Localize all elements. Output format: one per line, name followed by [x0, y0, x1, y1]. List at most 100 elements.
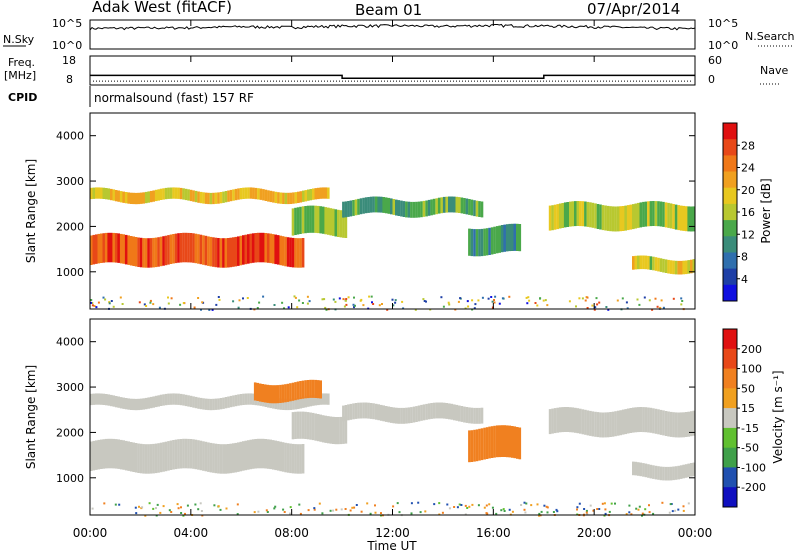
scatter-cell [261, 384, 264, 403]
scatter-cell [644, 255, 648, 270]
nave-tick-hi: 60 [708, 54, 722, 67]
noise-cell [103, 502, 106, 505]
scatter-cell [239, 188, 243, 200]
noise-cell [257, 510, 260, 513]
noise-cell [568, 300, 571, 303]
scatter-cell [102, 439, 106, 469]
scatter-cell [644, 201, 648, 227]
scatter-cell [127, 441, 130, 471]
noise-cell [540, 510, 543, 513]
scatter-cell [92, 234, 96, 265]
scatter-cell [412, 201, 416, 218]
scatter-cell [420, 404, 423, 421]
scatter-cell [117, 396, 120, 408]
noise-cell [281, 301, 284, 304]
noise-cell [112, 305, 115, 308]
scatter-cell [247, 234, 250, 264]
noise-cell [325, 308, 328, 311]
scatter-cell [480, 407, 484, 424]
colorbar-tick-label: 50 [741, 382, 755, 395]
noise-cell [477, 299, 480, 302]
colorbar-segment [723, 329, 737, 350]
noise-cell [661, 501, 664, 504]
noise-cell [353, 296, 355, 299]
scatter-cell [455, 196, 459, 213]
noise-cell [674, 509, 677, 512]
scatter-cell [134, 237, 138, 267]
scatter-cell [212, 443, 215, 473]
scatter-cell [287, 398, 290, 411]
noise-cell [345, 298, 348, 300]
scatter-cell [327, 393, 330, 405]
scatter-cell [450, 196, 454, 213]
scatter-cell [319, 380, 322, 399]
scatter-cell [455, 404, 459, 421]
scatter-cell [442, 196, 446, 213]
scatter-cell [342, 201, 345, 218]
scatter-cell [174, 233, 178, 264]
scatter-cell [204, 398, 208, 410]
noise-cell [481, 296, 484, 299]
noise-cell [471, 299, 474, 302]
scatter-cell [422, 200, 426, 217]
noise-cell [334, 300, 337, 303]
scatter-cell [518, 224, 522, 252]
scatter-cell [359, 402, 363, 419]
scatter-cell [425, 403, 428, 420]
scatter-cell [279, 398, 283, 410]
scatter-cell [294, 382, 297, 401]
scatter-cell [654, 257, 658, 271]
x-tick-label: 20:00 [577, 526, 612, 540]
scatter-cell [256, 438, 260, 469]
nsearch-tick-hi: 10^5 [708, 17, 738, 30]
noise-cell [501, 297, 504, 300]
scatter-cell [616, 206, 620, 232]
scatter-cell [594, 203, 597, 229]
scatter-cell [483, 228, 486, 256]
noise-cell [651, 308, 654, 311]
noise-cell [318, 502, 321, 505]
noise-cell [237, 306, 240, 309]
scatter-cell [294, 398, 298, 410]
y-tick-label: 3000 [56, 381, 84, 394]
scatter-cell [558, 407, 562, 433]
scatter-cell [576, 201, 580, 226]
scatter-cell [147, 191, 150, 203]
noise-cell [648, 504, 650, 507]
noise-cell [345, 303, 348, 306]
noise-cell [323, 298, 326, 301]
scatter-cell [299, 191, 303, 203]
scatter-cell [144, 238, 148, 268]
scatter-cell [690, 463, 693, 477]
noise-cell [502, 508, 505, 511]
scatter-cell [337, 417, 340, 445]
noise-cell [360, 298, 363, 301]
scatter-cell [364, 197, 368, 214]
scatter-cell [364, 402, 368, 419]
scatter-cell [511, 426, 514, 458]
noise-cell [208, 308, 211, 311]
scatter-cell [182, 232, 185, 263]
scatter-cell [684, 260, 688, 275]
scatter-cell [286, 237, 290, 267]
scatter-cell [626, 205, 630, 231]
scatter-cell [259, 232, 262, 263]
noise-cell [583, 508, 586, 510]
scatter-cell [339, 416, 343, 445]
noise-cell [598, 508, 601, 510]
radar-title: Adak West (fitACF) [92, 0, 232, 16]
colorbar-segment [723, 203, 737, 221]
scatter-cell [117, 190, 120, 202]
scatter-cell [219, 444, 223, 474]
scatter-cell [362, 197, 365, 214]
noise-cell [625, 301, 628, 304]
noise-cell [523, 501, 526, 504]
scatter-cell [470, 228, 474, 257]
scatter-cell [589, 202, 592, 228]
noise-cell [546, 304, 549, 307]
scatter-cell [139, 192, 143, 204]
scatter-cell [234, 394, 238, 407]
noise-cell [628, 511, 631, 514]
scatter-cell [184, 232, 188, 263]
scatter-cell [395, 407, 398, 424]
